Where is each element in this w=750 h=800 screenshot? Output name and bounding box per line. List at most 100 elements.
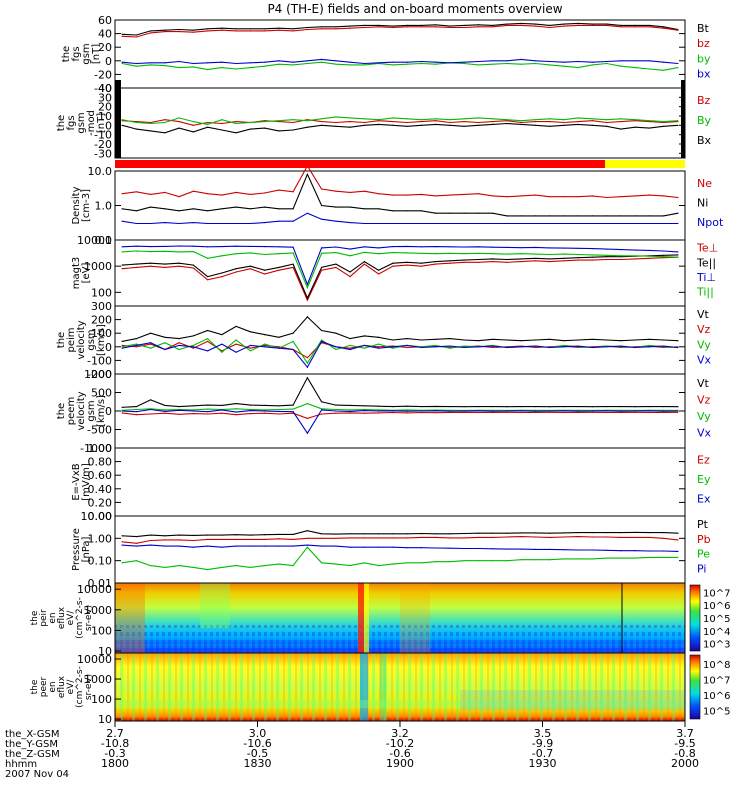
colorbar-label: 10^6 [703,601,730,612]
data-point [207,569,209,571]
data-point [634,119,636,121]
data-point [563,253,565,255]
data-point [150,565,152,567]
data-point [249,252,251,254]
data-point [335,346,337,348]
data-point [221,272,223,274]
data-point [563,124,565,126]
data-point [563,411,565,414]
data-point [235,28,237,30]
data-point [278,405,280,407]
data-point [378,410,380,412]
y-tick-label: 30 [98,91,112,104]
data-point [135,36,137,38]
data-point [150,342,152,344]
data-point [549,261,551,263]
data-point [449,119,451,121]
data-point [677,121,679,123]
data-point [492,63,494,65]
data-point [477,346,479,348]
y-axis-label-line: [eV] [81,263,92,284]
data-point [648,60,651,62]
y-tick-label: 100 [91,286,112,299]
data-point [663,537,665,539]
data-point [406,261,408,263]
data-point [363,26,365,29]
data-point [534,62,537,65]
data-point [264,246,266,248]
data-point [164,539,166,541]
y-tick-label: 10 [98,713,112,726]
data-point [648,532,651,534]
data-point [306,283,308,285]
data-point [278,120,280,122]
data-point [435,346,437,348]
data-point [563,549,565,551]
data-point [363,251,365,253]
y-tick-label: 40 [98,28,112,41]
data-point [520,253,522,255]
data-point [520,410,522,412]
data-point [663,26,665,28]
data-point [292,348,294,351]
y-tick-label: -500 [87,424,112,437]
data-point [563,23,565,25]
data-point [492,338,494,340]
y-tick-label: -100 [87,354,112,367]
data-point [392,546,394,548]
panel-frame [114,239,686,307]
data-point [435,212,437,214]
data-point [278,253,280,255]
data-point [192,62,194,65]
data-point [534,23,537,25]
data-point [420,265,422,267]
y-tick-label: 0 [105,341,112,354]
legend-entry: Ti⊥ [696,271,716,284]
data-point [221,119,223,121]
data-point [221,351,223,353]
legend-entry: Npot [697,216,724,229]
y-tick-label: 0 [105,119,112,132]
data-point [150,121,152,124]
x-row-value: 1830 [244,757,272,770]
data-point [648,249,651,251]
data-point [249,62,251,64]
data-point [520,406,522,408]
data-point [492,258,494,260]
data-point [634,195,636,197]
y-tick-label: 1000 [84,604,112,617]
data-point [634,550,636,552]
series-line-Vt [121,316,678,342]
series-line-Ti|| [122,250,678,290]
y-axis-label-line: gsm [86,329,97,350]
data-point [278,121,280,123]
data-point [135,128,137,130]
y-tick-label: 1000 [84,260,112,273]
data-point [292,411,294,413]
data-point [363,62,365,65]
data-point [620,196,622,198]
x-row-value: 3.7 [676,727,694,740]
data-point [178,67,180,69]
data-point [477,246,479,248]
data-point [235,122,237,125]
data-point [591,118,594,120]
data-point [121,264,123,266]
data-point [449,537,451,539]
data-point [192,131,194,133]
data-point [349,338,351,340]
data-point [663,410,665,412]
data-point [363,208,365,210]
data-point [121,410,123,412]
x-row-value: 2.7 [106,727,124,740]
data-point [249,538,251,541]
y-axis-label-line: sr-eV) [84,674,94,700]
data-point [150,347,152,349]
data-point [264,545,266,547]
data-point [591,64,594,66]
data-point [477,536,479,539]
data-point [207,222,209,225]
